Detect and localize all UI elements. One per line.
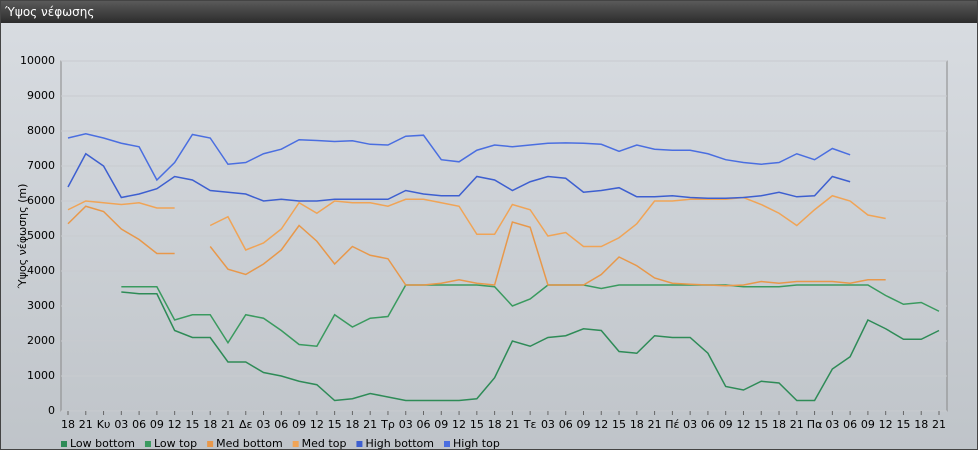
x-tick-label: 12 <box>168 418 182 431</box>
x-tick-label: 12 <box>452 418 466 431</box>
x-tick-label: 06 <box>132 418 146 431</box>
legend-label: Low top <box>154 437 197 449</box>
x-tick-label: 09 <box>434 418 448 431</box>
x-tick-label: Κυ <box>97 418 111 431</box>
x-tick-label: 15 <box>185 418 199 431</box>
x-tick-label: 06 <box>701 418 715 431</box>
x-tick-label: 18 <box>772 418 786 431</box>
x-tick-label: 06 <box>559 418 573 431</box>
x-tick-label: 09 <box>719 418 733 431</box>
x-tick-label: 03 <box>114 418 128 431</box>
x-tick-label: 15 <box>612 418 626 431</box>
legend-swatch <box>61 441 67 447</box>
legend-swatch <box>356 441 363 447</box>
legend-label: Med bottom <box>216 437 283 449</box>
title-bar: Ύψος νέφωσης <box>1 1 977 23</box>
x-tick-label: 06 <box>274 418 288 431</box>
y-tick-label: 0 <box>48 404 55 417</box>
x-tick-label: 21 <box>932 418 946 431</box>
x-tick-label: 09 <box>292 418 306 431</box>
x-tick-label: Πέ <box>665 418 679 431</box>
x-tick-label: 12 <box>310 418 324 431</box>
x-tick-label: 21 <box>648 418 662 431</box>
legend-swatch <box>207 441 214 447</box>
x-tick-label: 18 <box>61 418 75 431</box>
x-tick-label: 21 <box>790 418 804 431</box>
x-tick-label: 12 <box>736 418 750 431</box>
x-tick-label: 21 <box>363 418 377 431</box>
y-tick-label: 5000 <box>27 229 55 242</box>
y-axis-label: Ύψος νέφωσης (m) <box>16 184 29 290</box>
series-line <box>67 133 851 182</box>
y-tick-label: 1000 <box>27 369 55 382</box>
x-tick-label: 18 <box>488 418 502 431</box>
x-tick-label: 03 <box>683 418 697 431</box>
legend-label: Med top <box>302 437 347 449</box>
x-tick-label: 18 <box>203 418 217 431</box>
series-line <box>67 205 886 287</box>
x-tick-label: Πα <box>807 418 823 431</box>
y-tick-label: 8000 <box>27 124 55 137</box>
x-tick-label: 09 <box>861 418 875 431</box>
x-tick-label: 12 <box>879 418 893 431</box>
legend-swatch <box>444 441 450 447</box>
x-tick-label: 06 <box>417 418 431 431</box>
legend-swatch <box>144 441 151 447</box>
x-tick-label: 18 <box>630 418 644 431</box>
x-tick-label: 03 <box>257 418 271 431</box>
x-tick-label: 03 <box>825 418 839 431</box>
legend-label: Low bottom <box>70 437 135 449</box>
y-tick-label: 4000 <box>27 264 55 277</box>
x-tick-label: 21 <box>505 418 519 431</box>
x-tick-label: Τε <box>523 418 537 431</box>
y-tick-label: 3000 <box>27 299 55 312</box>
x-tick-label: Τρ <box>380 418 395 431</box>
x-tick-label: 03 <box>399 418 413 431</box>
series-line <box>67 152 851 202</box>
legend-label: High top <box>453 437 500 449</box>
x-tick-label: 18 <box>345 418 359 431</box>
x-tick-label: Δε <box>239 418 253 431</box>
x-tick-label: 21 <box>79 418 93 431</box>
legend-swatch <box>292 441 299 447</box>
x-tick-label: 15 <box>896 418 910 431</box>
y-tick-label: 7000 <box>27 159 55 172</box>
x-tick-label: 15 <box>754 418 768 431</box>
series-line <box>67 194 886 251</box>
y-tick-label: 6000 <box>27 194 55 207</box>
chart: Ύψος νέφωσης (m) 0 1000 2000 3000 4000 5000 60… <box>16 54 948 449</box>
series-line <box>121 284 940 348</box>
y-tick-label: 2000 <box>27 334 55 347</box>
series-line <box>121 291 940 402</box>
x-tick-label: 09 <box>576 418 590 431</box>
x-tick-label: 18 <box>914 418 928 431</box>
x-tick-label: 15 <box>470 418 484 431</box>
x-tick-label: 21 <box>221 418 235 431</box>
x-tick-label: 03 <box>541 418 555 431</box>
y-tick-label: 10000 <box>20 54 55 67</box>
x-tick-label: 06 <box>843 418 857 431</box>
x-tick-label: 15 <box>328 418 342 431</box>
y-tick-label: 9000 <box>27 89 55 102</box>
legend-label: High bottom <box>365 437 434 449</box>
x-tick-label: 09 <box>150 418 164 431</box>
x-tick-label: 12 <box>594 418 608 431</box>
